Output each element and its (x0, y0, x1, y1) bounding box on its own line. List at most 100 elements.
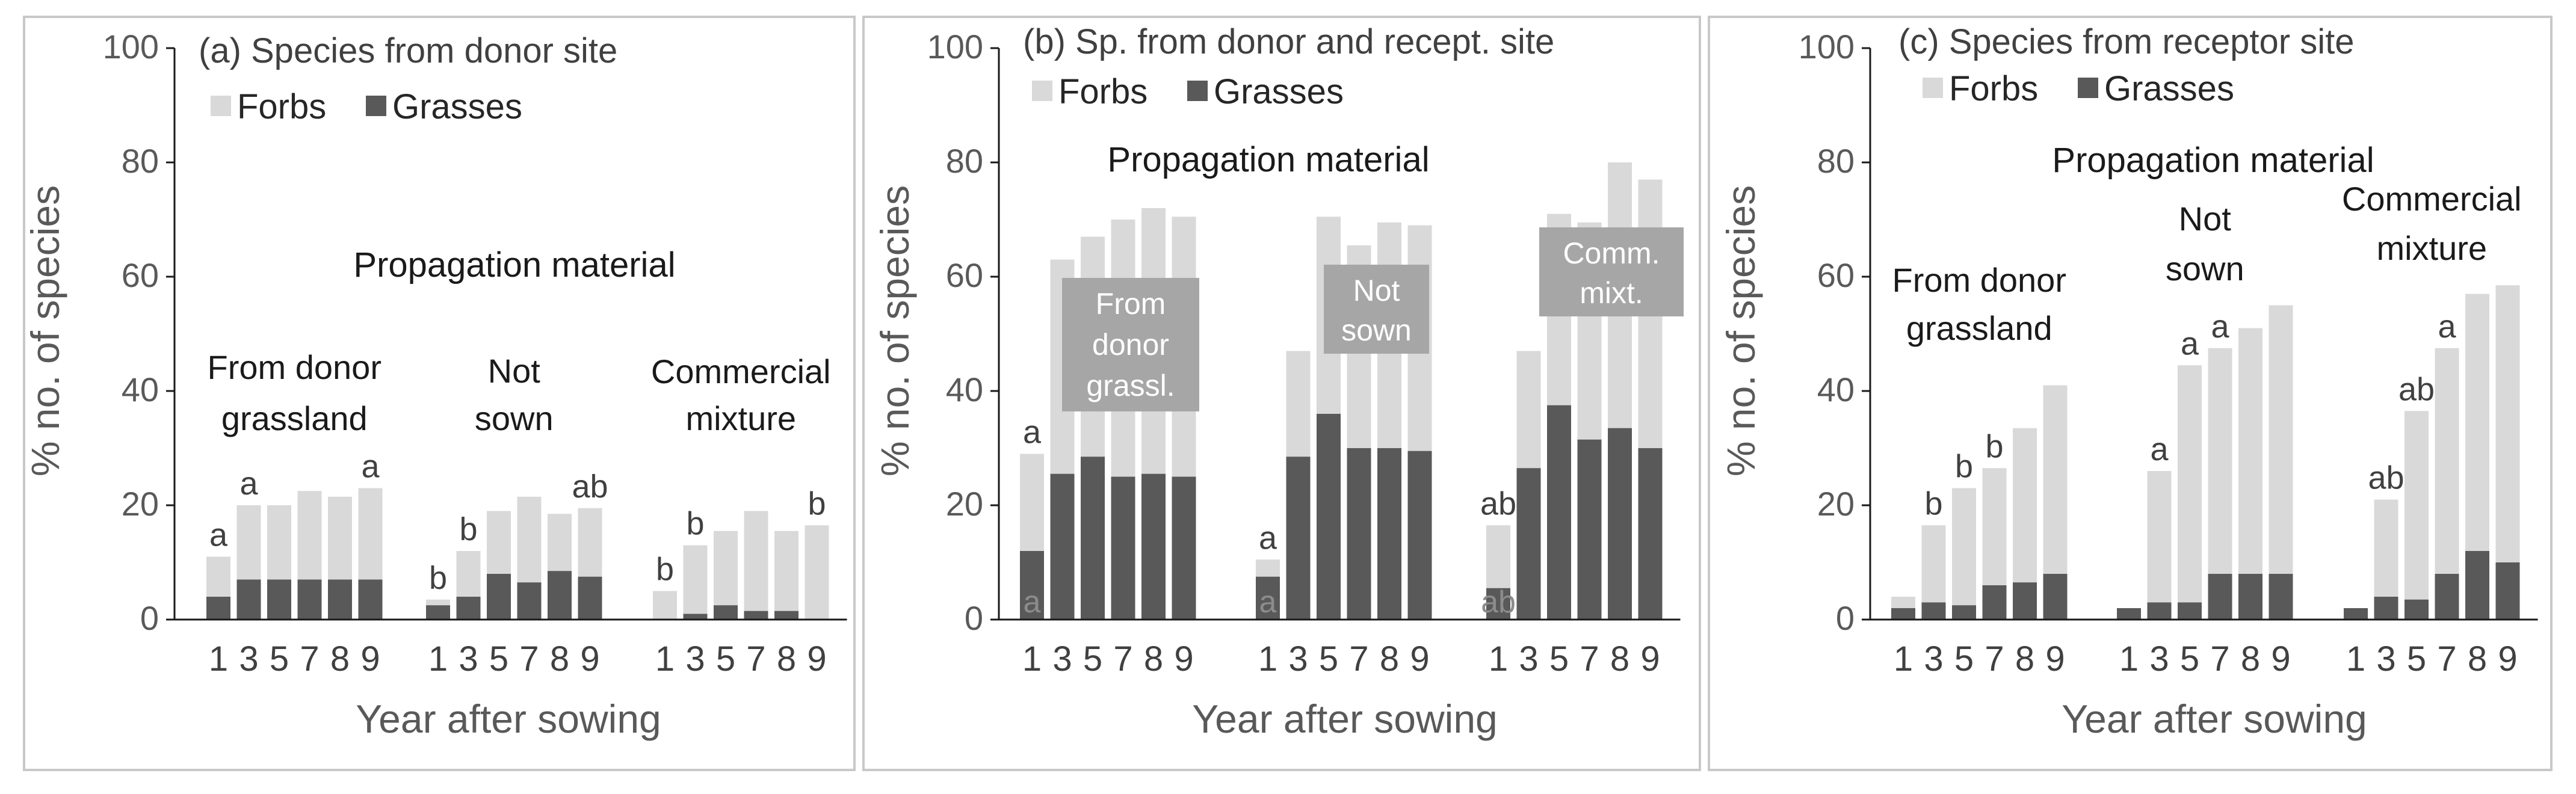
bar-grasses (714, 605, 738, 620)
y-tick-label: 40 (122, 371, 159, 408)
bar-forbs (683, 545, 708, 620)
significance-letter: b (1924, 485, 1942, 522)
significance-letter: ab (2398, 371, 2435, 407)
bar-grasses (2374, 597, 2398, 620)
significance-letter: a (209, 517, 228, 553)
bar-grasses (1317, 414, 1341, 620)
x-tick-label: 9 (580, 639, 599, 679)
group-heading: Propagation material (353, 245, 675, 285)
x-tick-label: 7 (519, 639, 539, 679)
significance-letter: b (429, 560, 447, 596)
bar-grasses (1172, 476, 1196, 620)
bar-grasses (1516, 468, 1541, 620)
group-label-box (1324, 265, 1429, 354)
bar-grasses (297, 579, 322, 620)
significance-letter-inside: a (1024, 585, 1041, 620)
x-axis-title: Year after sowing (1192, 697, 1498, 741)
bar-grasses (1111, 476, 1135, 620)
significance-letter: a (2438, 309, 2456, 345)
bar-forbs (2405, 411, 2429, 620)
bar-grasses (1486, 588, 1510, 620)
x-tick-label: 5 (2180, 639, 2199, 679)
chart-panel-3: 0 20 40 60 80 100 % no. of species Year after s… (1708, 16, 2553, 771)
x-tick-label: 3 (1052, 639, 1072, 679)
legend-swatch-grasses (1187, 81, 1208, 101)
panel-frame (23, 16, 856, 771)
chart-panel-2: 0 20 40 60 80 100 % no. of species Year after s… (862, 16, 1701, 771)
x-tick-label: 7 (746, 639, 765, 679)
x-tick-label: 3 (1519, 639, 1538, 679)
bar-grasses (2043, 574, 2068, 620)
x-axis-title: Year after sowing (2062, 697, 2367, 741)
x-tick-label: 5 (270, 639, 289, 679)
bar-forbs (744, 511, 768, 620)
x-tick-label: 5 (1083, 639, 1102, 679)
significance-letter: b (686, 506, 704, 542)
bar-grasses (1407, 451, 1432, 620)
bar-grasses (358, 579, 383, 620)
group-label-line: sown (2166, 250, 2244, 288)
group-heading: Propagation material (1107, 140, 1429, 179)
significance-letter: a (2181, 325, 2199, 362)
significance-letter: a (361, 449, 380, 485)
bar-grasses (206, 597, 230, 620)
significance-letter: a (1259, 520, 1277, 556)
panel-title: (a) Species from donor site (199, 31, 617, 70)
bar-grasses (1921, 602, 1946, 620)
x-axis-title: Year after sowing (356, 697, 661, 741)
x-tick-label: 3 (1924, 639, 1943, 679)
legend-label-grasses: Grasses (392, 87, 522, 126)
group-label-line: sown (475, 399, 554, 437)
x-tick-label: 1 (2119, 639, 2139, 679)
group-label-line: From donor (1892, 261, 2066, 299)
panel-title: (b) Sp. from donor and recept. site (1023, 22, 1554, 61)
significance-letter: a (2211, 309, 2229, 345)
group-label-line: mixt. (1580, 276, 1643, 310)
significance-letter: b (1985, 428, 2003, 464)
legend-swatch-forbs (1923, 78, 1943, 98)
bar-grasses (236, 579, 261, 620)
x-tick-label: 7 (300, 639, 319, 679)
x-tick-label: 1 (209, 639, 228, 679)
x-tick-label: 8 (2015, 639, 2034, 679)
x-tick-label: 9 (360, 639, 380, 679)
x-tick-label: 9 (2271, 639, 2290, 679)
x-tick-label: 1 (1258, 639, 1277, 679)
bar-grasses (1982, 585, 2007, 620)
bar-grasses (2495, 562, 2520, 620)
bar-grasses (2238, 574, 2262, 620)
x-tick-label: 8 (2241, 639, 2260, 679)
x-tick-label: 7 (1580, 639, 1599, 679)
x-tick-label: 1 (655, 639, 675, 679)
group-label-line: Not (2179, 200, 2232, 238)
group-label-line: Comm. (1563, 236, 1660, 270)
x-tick-label: 5 (716, 639, 735, 679)
bar-grasses (517, 582, 542, 620)
bar-grasses (1020, 551, 1044, 620)
x-tick-label: 1 (1894, 639, 1913, 679)
bar-grasses (1081, 457, 1105, 620)
significance-letter-inside: a (1259, 585, 1277, 620)
x-tick-label: 1 (428, 639, 448, 679)
group-label-line: mixture (685, 399, 796, 437)
significance-letter: a (239, 466, 258, 502)
bar-grasses (426, 605, 450, 620)
legend-swatch-forbs (211, 96, 231, 116)
x-tick-label: 7 (1985, 639, 2004, 679)
legend-swatch-grasses (2078, 78, 2098, 98)
significance-letter: ab (2368, 460, 2404, 496)
y-tick-label: 100 (927, 28, 983, 66)
group-label-line: mixture (2376, 229, 2487, 267)
group-label-box (1062, 278, 1199, 411)
bar-grasses (1286, 457, 1311, 620)
x-tick-label: 5 (1319, 639, 1338, 679)
x-tick-label: 7 (2437, 639, 2456, 679)
y-tick-label: 20 (946, 485, 983, 523)
legend-label-forbs: Forbs (1058, 72, 1147, 111)
x-tick-label: 8 (1380, 639, 1399, 679)
group-label-box (1539, 227, 1684, 316)
y-tick-label: 60 (946, 256, 983, 294)
bar-grasses (328, 579, 352, 620)
y-tick-label: 0 (965, 599, 983, 637)
y-tick-label: 0 (1836, 599, 1855, 637)
